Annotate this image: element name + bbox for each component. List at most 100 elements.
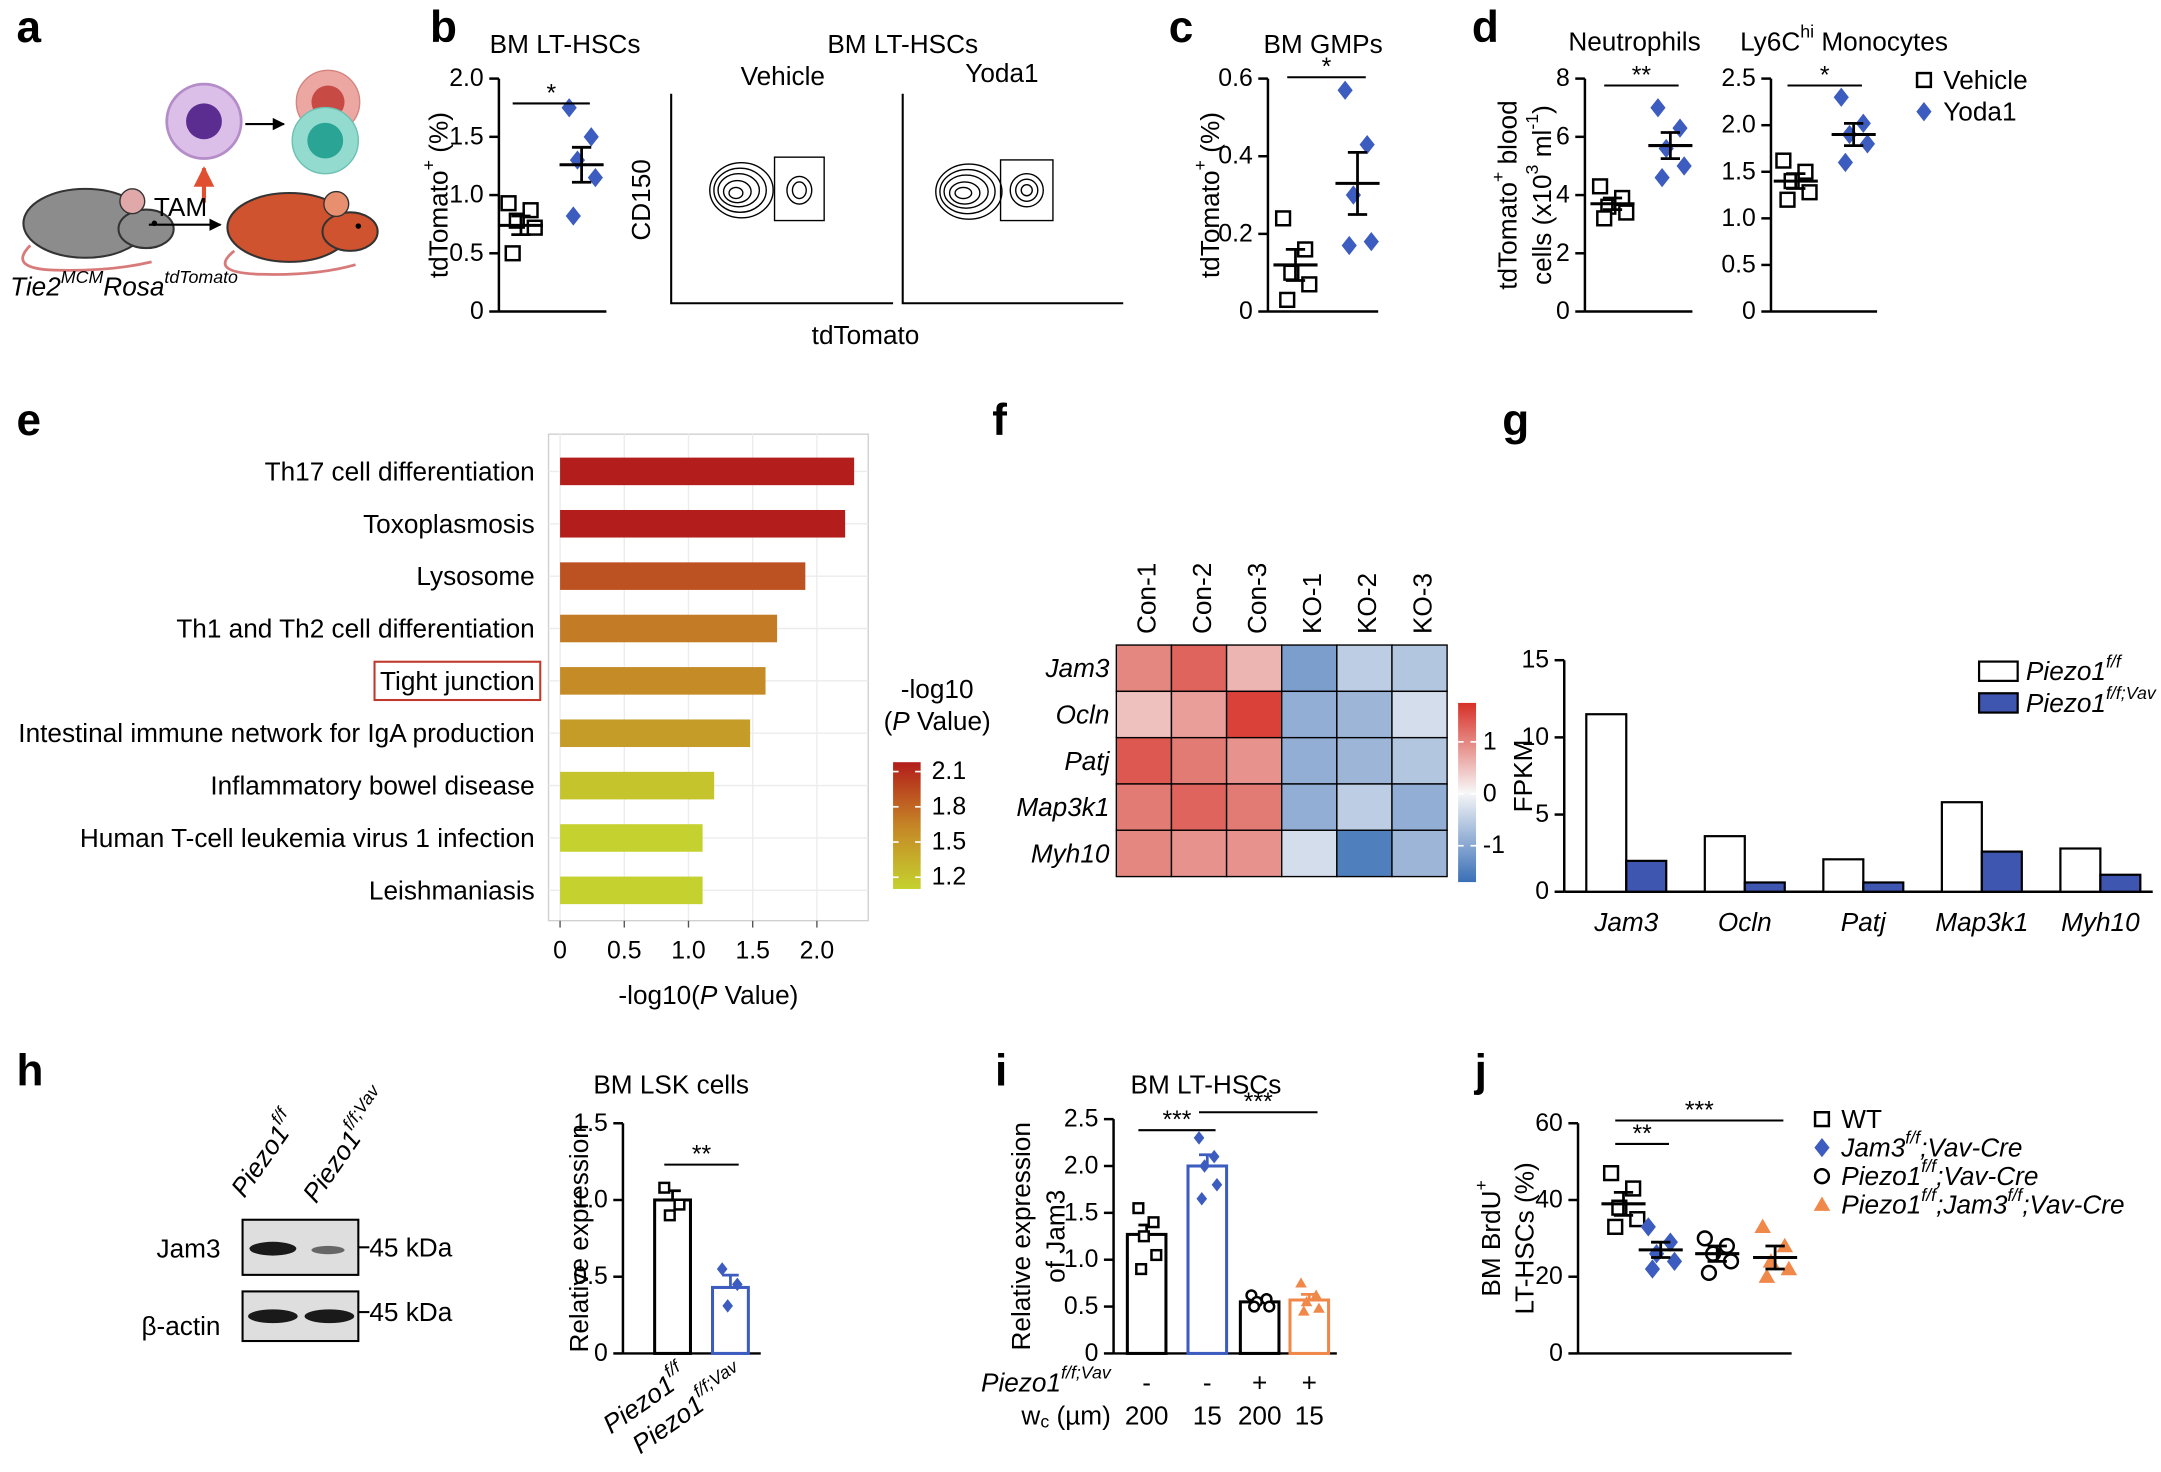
legend-swatch [1977, 692, 2019, 714]
row-value: - [1142, 1367, 1151, 1397]
marker [1208, 1149, 1220, 1164]
text-span: Tie2 [10, 272, 61, 302]
text-span: Monocytes [1814, 26, 1948, 56]
marker [1263, 1300, 1276, 1313]
marker [1801, 184, 1818, 201]
y-tick-label: 0 [1085, 1340, 1099, 1367]
heatmap-cell [1225, 690, 1283, 739]
text-span: + [1488, 172, 1508, 182]
heatmap-cell [1115, 644, 1173, 693]
colorbar-tick-label: 1.8 [932, 793, 966, 820]
bar [1940, 801, 1983, 893]
marker [658, 1181, 671, 1194]
panel-label: f [992, 396, 1007, 445]
text-span: Piezo1 [1841, 1190, 1921, 1220]
marker [1644, 1259, 1661, 1279]
text-span: tdTomato [164, 267, 238, 287]
panel-label: j [1474, 1046, 1487, 1095]
text-span: tdTomato [1195, 170, 1225, 278]
panel-label: i [995, 1046, 1007, 1095]
y-tick-label: 2.0 [1721, 112, 1755, 139]
y-tick-label: 0.5 [1064, 1293, 1098, 1320]
text-span: f/f [2106, 651, 2123, 671]
y-axis-label: tdTomato+ (%) [418, 112, 453, 278]
text-span: Relative expression [1006, 1122, 1036, 1350]
x-tick-label: 2.0 [800, 937, 834, 964]
marker [663, 1209, 676, 1222]
heatmap-cell [1336, 783, 1393, 831]
column-label: Con-1 [1132, 563, 1162, 634]
error-bar [1347, 150, 1368, 216]
text-span: of Jam3 [1041, 1190, 1071, 1283]
column-label: KO-1 [1297, 573, 1327, 634]
marker [1758, 1268, 1776, 1283]
heatmap-cell [1170, 690, 1228, 739]
row-value: 200 [1125, 1400, 1169, 1430]
y-tick-label: 1.0 [1064, 1246, 1098, 1273]
marker [1132, 1202, 1145, 1215]
colorbar-title: (P Value) [884, 706, 991, 736]
lane-label: Piezo1f/f;Vav [292, 1080, 396, 1207]
bar [560, 719, 751, 748]
condition-label: Vehicle [741, 61, 825, 91]
legend-label: Jam3f/f;Vav-Cre [1840, 1128, 2022, 1163]
marker [1295, 1277, 1307, 1288]
bar [560, 824, 703, 852]
marker [1762, 1253, 1780, 1268]
significance-label: *** [1162, 1107, 1191, 1134]
bar [1186, 1164, 1229, 1355]
heatmap-cell [1170, 644, 1228, 693]
text-span: Piezo1 [225, 1119, 295, 1202]
text-span: (%) [1195, 112, 1225, 160]
text-span: blood [1493, 100, 1523, 171]
y-tick-label: Human T-cell leukemia virus 1 infection [80, 823, 535, 853]
y-tick-label: 0.6 [1218, 65, 1252, 92]
heatmap-cell [1281, 690, 1338, 739]
y-axis-label: LT-HSCs (%) [1509, 1162, 1539, 1314]
y-tick-label: 5 [1535, 801, 1549, 828]
condition-label: Yoda1 [965, 58, 1038, 88]
bar [1743, 881, 1786, 893]
marker [583, 127, 599, 147]
text-span: ml [1527, 130, 1557, 165]
marker [1779, 191, 1796, 208]
y-tick-label: 0 [1535, 878, 1549, 905]
heatmap-cell [1391, 736, 1448, 785]
legend-label: Vehicle [1943, 65, 2027, 95]
marker [1915, 71, 1933, 89]
text-span: f/f;Vav [689, 1356, 742, 1402]
chart-title: BM GMPs [1263, 29, 1382, 59]
text-span: f/f;Vav [338, 1080, 384, 1133]
heatmap-cell [1336, 644, 1393, 693]
text-span: -1 [1522, 114, 1542, 130]
bar [1288, 1298, 1331, 1355]
bar [560, 614, 778, 643]
x-tick-label: 1.0 [671, 937, 705, 964]
marker [1916, 102, 1932, 122]
y-tick-label: 0.5 [573, 1263, 607, 1290]
heatmap-cell [1281, 829, 1338, 878]
marker [561, 98, 577, 118]
text-span: -log10 [901, 674, 974, 704]
row-value: 15 [1295, 1400, 1324, 1430]
row-value: - [1203, 1367, 1212, 1397]
significance-label: *** [1244, 1089, 1273, 1116]
text-span: f/f [1905, 1128, 1922, 1148]
text-span: Piezo1 [1841, 1161, 1921, 1191]
text-span: tdTomato [423, 170, 453, 278]
text-span: (%) [423, 112, 453, 160]
significance-label: ** [1632, 1121, 1652, 1148]
y-tick-label: Toxoplasmosis [363, 509, 535, 539]
text-span: Rosa [103, 272, 164, 302]
text-span: MCM [61, 267, 104, 287]
marker [1279, 291, 1296, 309]
y-tick-label: Th17 cell differentiation [265, 456, 535, 486]
error-bar [1602, 196, 1623, 211]
error-bar [1707, 1244, 1727, 1263]
text-span: w [1020, 1400, 1040, 1430]
colorbar-tick-label: -1 [1483, 832, 1505, 859]
heatmap-cell [1170, 736, 1228, 785]
marker [1813, 1168, 1831, 1185]
treatment-label: TAM [154, 192, 207, 222]
marker [1135, 1263, 1148, 1276]
